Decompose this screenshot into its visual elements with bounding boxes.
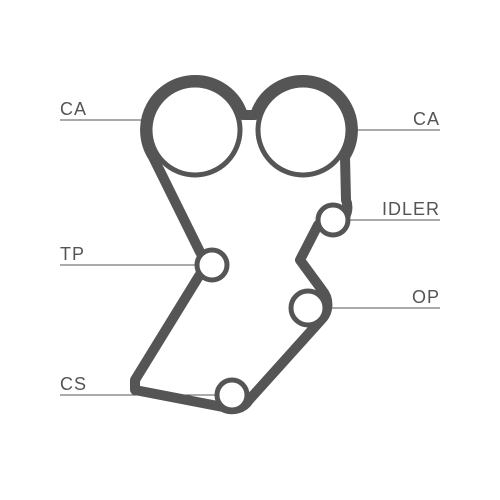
- pulley-cs: [217, 380, 247, 410]
- pulley-ca-left: [150, 85, 240, 175]
- label-op: OP: [412, 287, 440, 307]
- pulley-idler: [318, 205, 348, 235]
- label-idler: IDLER: [382, 199, 440, 219]
- label-cs: CS: [60, 374, 87, 394]
- label-ca-left: CA: [60, 99, 87, 119]
- label-ca-right: CA: [413, 109, 440, 129]
- pulley-tp: [197, 250, 227, 280]
- label-tp: TP: [60, 244, 85, 264]
- pulley-op: [291, 291, 325, 325]
- pulley-ca-right: [258, 85, 348, 175]
- belt-diagram: CA TP CS CA IDLER OP: [0, 0, 500, 500]
